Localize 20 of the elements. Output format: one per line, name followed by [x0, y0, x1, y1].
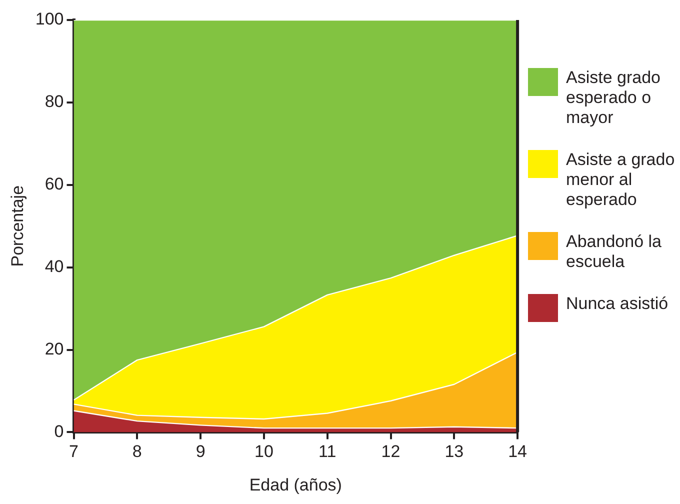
legend-label: Asiste grado esperado o mayor	[566, 68, 662, 128]
legend-label: Abandonó la escuela	[566, 232, 662, 272]
y-tick-label: 80	[44, 92, 64, 112]
x-tick-label: 14	[508, 442, 528, 462]
x-tick-label: 9	[196, 442, 206, 462]
y-axis-title: Porcentaje	[8, 185, 27, 267]
x-axis-title: Edad (años)	[249, 475, 342, 494]
y-tick-label: 100	[35, 10, 64, 29]
y-tick-label: 20	[44, 339, 64, 358]
x-tick-label: 7	[69, 442, 78, 462]
y-tick-label: 40	[44, 257, 64, 276]
x-tick-label: 8	[132, 442, 142, 462]
y-tick-label: 60	[44, 174, 64, 194]
legend-label: Asiste a grado menor al esperado	[566, 150, 676, 210]
x-tick-label: 13	[444, 442, 464, 462]
x-tick-label: 10	[254, 442, 274, 462]
x-tick-label: 11	[318, 442, 336, 462]
y-tick-label: 0	[54, 422, 64, 441]
legend-label: Nunca asistió	[566, 294, 668, 314]
x-tick-label: 12	[381, 442, 400, 462]
